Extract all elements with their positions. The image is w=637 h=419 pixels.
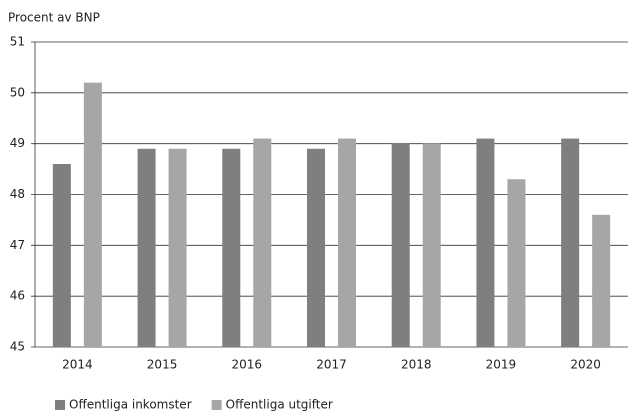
x-tick-label: 2016 [232,358,263,372]
y-tick-label: 47 [10,238,25,252]
legend-swatch [211,400,222,410]
legend-swatch [55,400,65,410]
bar [338,138,356,347]
bar [561,138,580,347]
x-tick-label: 2014 [62,358,93,372]
bar [307,148,325,347]
x-tick-label: 2020 [570,358,601,372]
y-tick-label: 48 [10,187,25,201]
legend-label: Offentliga utgifter [226,398,333,412]
bar [253,138,272,347]
x-tick-label: 2018 [401,358,432,372]
legend-label: Offentliga inkomster [69,398,192,412]
y-tick-label: 50 [10,85,25,99]
y-tick-label: 46 [10,289,25,303]
bar [52,164,71,347]
y-tick-label: 45 [10,340,25,354]
bar [168,148,187,347]
bar [422,143,441,347]
bar [83,82,102,348]
x-tick-label: 2019 [486,358,517,372]
bar [391,143,410,347]
bar [476,138,495,347]
y-tick-label: 51 [10,35,25,49]
bar [592,214,611,347]
bar [507,179,526,347]
bar [222,148,241,347]
x-tick-label: 2015 [147,358,178,372]
chart-title: Procent av BNP [8,11,100,25]
x-tick-label: 2017 [316,358,347,372]
bar [137,148,156,347]
y-tick-label: 49 [10,136,25,150]
